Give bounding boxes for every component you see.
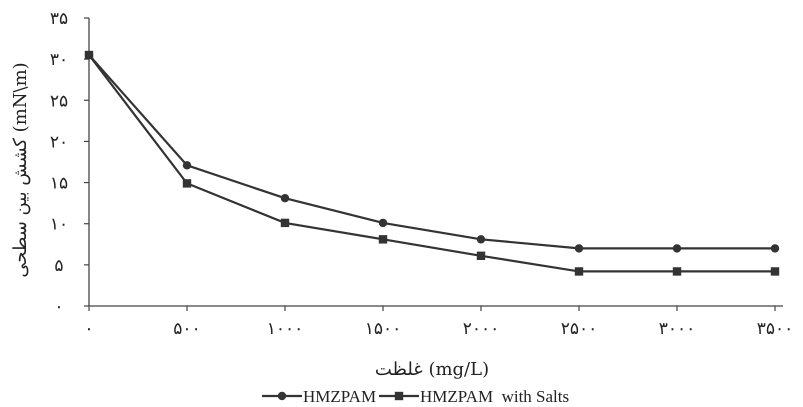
data-point	[182, 161, 192, 170]
data-point	[378, 235, 388, 244]
data-point	[476, 235, 486, 244]
series-2	[84, 50, 780, 276]
legend-label: HMZPAM	[303, 387, 376, 406]
y-tick-label: ۳۰	[50, 50, 68, 70]
y-tick-label: ۱۵	[50, 174, 68, 194]
legend: HMZPAM HMZPAM with Salts	[262, 387, 569, 406]
x-tick-label: ۱۰۰۰	[267, 319, 304, 339]
axes	[88, 18, 783, 307]
x-tick-label: ۲۰۰۰	[463, 319, 500, 339]
data-point	[280, 194, 290, 203]
data-point	[280, 218, 290, 228]
y-tick-label: ۲۰	[50, 132, 68, 152]
x-tick-label: ۵۰۰	[173, 319, 200, 339]
legend-marker	[277, 391, 287, 401]
data-point	[378, 218, 388, 228]
data-point	[84, 50, 94, 60]
y-tick-label: ۱۰	[50, 215, 68, 235]
series-1	[84, 50, 780, 253]
legend-item: HMZPAM	[262, 387, 376, 406]
series-line	[88, 54, 775, 250]
x-tick-label: ۳۵۰۰	[757, 319, 794, 339]
data-point	[770, 244, 780, 253]
y-tick-label: ۰	[54, 297, 63, 317]
data-point	[182, 179, 192, 188]
legend-item: HMZPAM with Salts	[379, 387, 569, 406]
series-layer	[84, 50, 780, 276]
series-line	[88, 54, 775, 273]
data-point	[574, 244, 584, 253]
y-tick-label: ۲۵	[50, 91, 68, 111]
y-axis-title: کشش بین سطحی (mN\m)	[10, 62, 31, 277]
data-point	[770, 267, 780, 276]
data-point	[672, 267, 682, 276]
data-point	[574, 267, 584, 276]
y-ticks: ۰ ۵ ۱۰ ۱۵ ۲۰ ۲۵ ۳۰ ۳۵	[50, 9, 89, 317]
data-point	[672, 244, 682, 253]
x-tick-label: ۳۰۰۰	[659, 319, 696, 339]
x-ticks: ۰ ۵۰۰ ۱۰۰۰ ۱۵۰۰ ۲۰۰۰ ۲۵۰۰ ۳۰۰۰ ۳۵۰۰	[84, 306, 793, 339]
data-point	[476, 251, 486, 261]
x-tick-label: ۲۵۰۰	[561, 319, 598, 339]
x-axis-title: غلظت (mg/L)	[375, 359, 489, 380]
legend-label: HMZPAM with Salts	[420, 387, 569, 406]
x-tick-label: ۱۵۰۰	[365, 319, 402, 339]
y-tick-label: ۵	[54, 256, 63, 276]
y-tick-label: ۳۵	[50, 9, 68, 29]
x-tick-label: ۰	[84, 319, 93, 339]
legend-marker	[394, 391, 404, 401]
